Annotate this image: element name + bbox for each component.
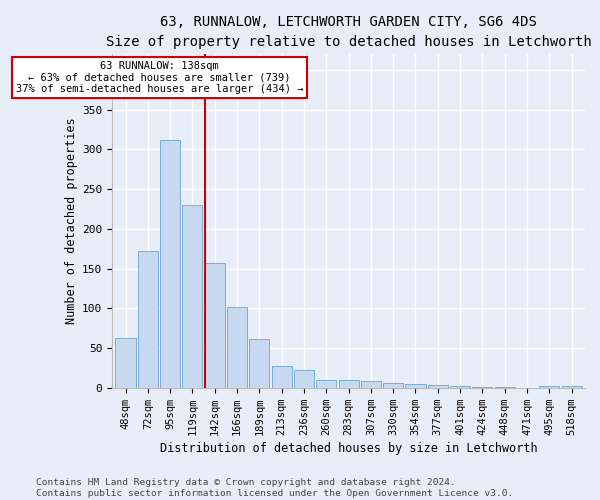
Bar [205, 263, 225, 388]
Bar [182, 205, 202, 388]
Bar [383, 383, 403, 388]
Bar [250, 338, 269, 388]
Y-axis label: Number of detached properties: Number of detached properties [65, 118, 78, 324]
Bar [316, 380, 337, 388]
Bar [539, 386, 559, 388]
Bar [562, 386, 581, 388]
Bar [406, 384, 425, 388]
Bar [494, 387, 515, 388]
Bar [272, 366, 292, 388]
X-axis label: Distribution of detached houses by size in Letchworth: Distribution of detached houses by size … [160, 442, 538, 455]
Bar [227, 306, 247, 388]
Title: 63, RUNNALOW, LETCHWORTH GARDEN CITY, SG6 4DS
Size of property relative to detac: 63, RUNNALOW, LETCHWORTH GARDEN CITY, SG… [106, 15, 592, 48]
Bar [294, 370, 314, 388]
Bar [115, 338, 136, 388]
Bar [450, 386, 470, 388]
Bar [472, 387, 493, 388]
Bar [138, 251, 158, 388]
Text: 63 RUNNALOW: 138sqm
← 63% of detached houses are smaller (739)
37% of semi-detac: 63 RUNNALOW: 138sqm ← 63% of detached ho… [16, 61, 303, 94]
Bar [361, 382, 381, 388]
Bar [160, 140, 180, 388]
Bar [428, 386, 448, 388]
Text: Contains HM Land Registry data © Crown copyright and database right 2024.
Contai: Contains HM Land Registry data © Crown c… [36, 478, 513, 498]
Bar [338, 380, 359, 388]
